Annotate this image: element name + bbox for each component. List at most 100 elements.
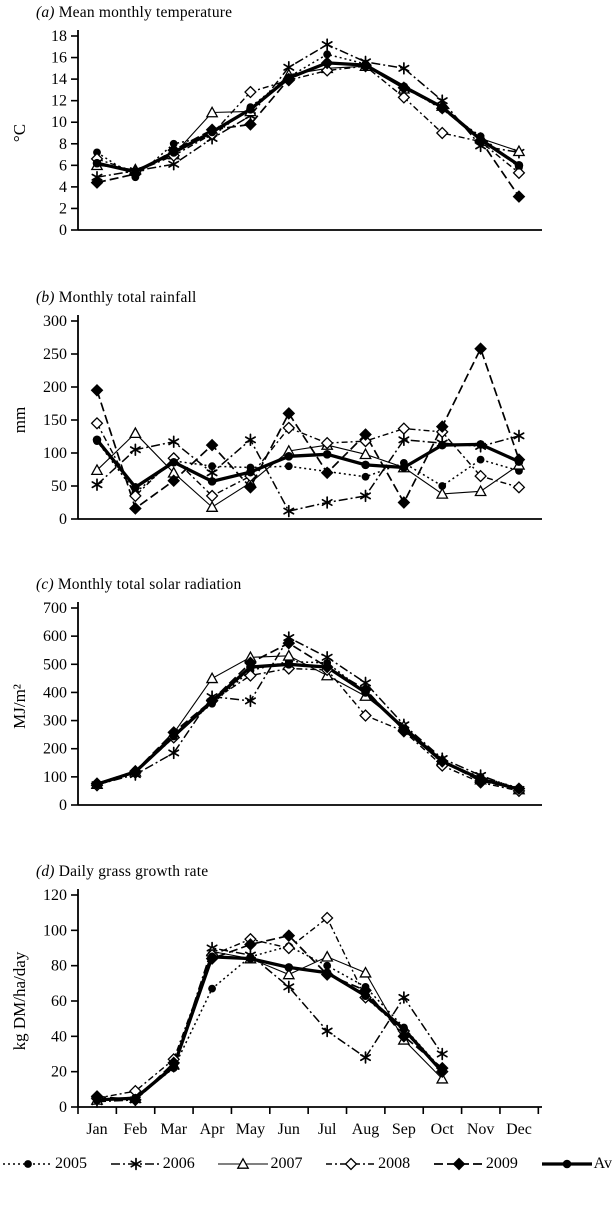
data-point-diamond	[282, 636, 296, 650]
data-point-circle	[246, 104, 255, 114]
data-point-triangle	[205, 500, 219, 512]
series-line-2008	[96, 667, 520, 792]
legend-item-2008: 2008	[325, 1155, 410, 1173]
data-point-triangle	[435, 1072, 449, 1084]
data-point-circle	[323, 50, 332, 59]
data-point-diamond	[282, 407, 296, 420]
data-point-diamond	[244, 481, 257, 494]
data-point-circle	[207, 477, 217, 486]
data-point-asterisk	[283, 507, 295, 515]
data-point-triangle	[205, 671, 219, 684]
series-line-Av	[96, 61, 520, 174]
data-point-diamond	[320, 436, 334, 450]
rainfall-line-chart: 0 50 100 150 200 250 300 mm	[10, 313, 542, 525]
series-line-Av	[96, 662, 520, 791]
series-line-2005	[96, 945, 443, 1101]
data-point-asterisk	[398, 993, 410, 1002]
data-point-triangle	[359, 966, 372, 978]
y-tick-label: 250	[43, 346, 67, 363]
y-tick-label: 200	[43, 741, 67, 758]
data-point-circle	[322, 58, 332, 68]
data-point-circle	[169, 1062, 179, 1071]
data-point-diamond	[512, 190, 526, 203]
data-point-diamond	[359, 709, 372, 722]
data-point-asterisk	[244, 436, 256, 444]
series-line-2008	[96, 65, 520, 174]
y-tick-label: 100	[43, 769, 67, 786]
data-point-circle	[438, 482, 447, 490]
series-markers-2009	[90, 342, 526, 515]
data-point-circle	[131, 483, 140, 492]
data-point-circle	[514, 784, 524, 794]
data-point-diamond	[244, 118, 257, 131]
data-point-diamond	[512, 166, 526, 180]
panel-temperature-title: (a) Mean monthly temperature	[36, 3, 614, 23]
legend-label-Av: Av	[593, 1155, 612, 1172]
data-point-circle	[322, 968, 332, 978]
data-point-circle	[284, 73, 294, 83]
data-point-asterisk	[129, 446, 141, 454]
legend-item-2005: 2005	[2, 1155, 87, 1173]
y-tick-label: 100	[43, 445, 67, 462]
data-point-circle	[361, 60, 370, 70]
legend-label-2005: 2005	[55, 1155, 87, 1172]
data-point-triangle	[237, 1157, 250, 1169]
y-tick-label: 18	[51, 28, 67, 45]
data-point-circle	[208, 462, 216, 471]
y-tick-label: 60	[51, 993, 67, 1010]
y-tick-label: 300	[43, 713, 67, 730]
data-point-asterisk	[168, 749, 180, 757]
legend-marker-sample	[237, 1157, 250, 1169]
data-point-asterisk	[321, 653, 333, 661]
data-point-circle	[169, 148, 179, 157]
data-point-asterisk	[206, 469, 218, 477]
legend-label-2006: 2006	[162, 1155, 195, 1172]
panel-grass-growth-title: (d) Daily grass growth rate	[36, 862, 614, 882]
legend-key-2005	[3, 1160, 53, 1168]
x-tick-label-month: May	[236, 1121, 265, 1138]
x-tick-label-month: Feb	[123, 1121, 147, 1138]
legend-marker-sample	[452, 1157, 466, 1171]
data-point-asterisk	[359, 679, 372, 687]
y-axis-title: kg DM/ha/day	[10, 951, 29, 1050]
data-point-diamond	[397, 422, 411, 435]
legend-marker-sample	[24, 1160, 32, 1168]
data-point-circle	[24, 1160, 32, 1168]
legend-marker-sample	[344, 1157, 358, 1171]
series-line-2007	[96, 655, 520, 791]
series-markers-2007	[90, 59, 526, 175]
y-tick-label: 400	[43, 684, 67, 701]
data-point-diamond	[90, 416, 104, 430]
data-point-circle	[399, 1024, 409, 1034]
x-tick-label-month: Apr	[200, 1121, 226, 1138]
series-markers-Av	[92, 659, 524, 794]
data-point-circle	[361, 472, 370, 481]
y-tick-label: 20	[51, 1064, 67, 1081]
y-axis-title: MJ/m²	[10, 684, 29, 729]
legend-label-2007: 2007	[270, 1155, 303, 1172]
data-point-asterisk	[244, 697, 256, 705]
x-tick-label-month: Nov	[467, 1121, 495, 1138]
data-point-asterisk	[168, 438, 180, 446]
data-point-circle	[399, 82, 409, 91]
y-tick-label: 300	[43, 313, 67, 330]
data-point-asterisk	[359, 492, 372, 500]
series-line-2009	[96, 346, 520, 510]
data-point-diamond	[129, 489, 142, 503]
data-point-asterisk	[321, 1027, 333, 1035]
data-point-triangle	[282, 649, 296, 661]
data-point-circle	[562, 1159, 571, 1169]
series-line-Av	[95, 438, 520, 490]
data-point-circle	[514, 161, 524, 170]
legend-marker-sample	[562, 1159, 571, 1169]
data-point-asterisk	[168, 160, 180, 168]
y-axis-title: mm	[10, 407, 29, 433]
data-point-circle	[322, 662, 332, 672]
data-point-triangle	[359, 447, 372, 460]
x-tick-label-month: Jul	[318, 1121, 337, 1138]
data-point-circle	[169, 139, 178, 148]
y-tick-label: 500	[43, 656, 67, 673]
legend-item-2006: 2006	[110, 1155, 195, 1173]
y-tick-label: 80	[51, 958, 67, 975]
data-point-asterisk	[359, 1053, 372, 1062]
